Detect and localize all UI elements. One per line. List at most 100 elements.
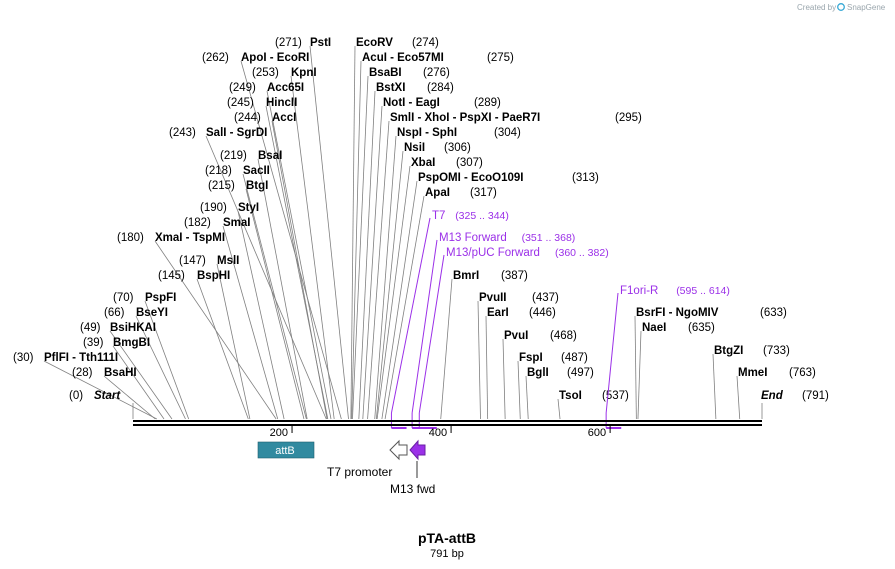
feature-m13-fwd[interactable]: M13 fwd (390, 439, 435, 496)
enzyme-name: PflFI - Tth111I (44, 352, 118, 364)
enzyme-name: BsaHI (104, 367, 137, 379)
enzyme-line (502, 338, 506, 420)
primer-name: T7 (432, 210, 445, 222)
enzyme-line (637, 330, 642, 420)
enzyme-position: (307) (456, 157, 483, 169)
enzyme-name: NsiI (404, 142, 425, 154)
enzyme-position: (289) (474, 97, 501, 109)
enzyme-position: (635) (688, 322, 715, 334)
enzyme-line (112, 345, 165, 420)
enzyme-line (352, 75, 369, 420)
enzyme-position: (243) (169, 127, 196, 139)
enzyme-line (477, 300, 481, 420)
enzyme-line (309, 45, 349, 420)
ruler-label: 600 (588, 427, 606, 439)
enzyme-line (350, 45, 356, 420)
enzyme-name: BsaBI (369, 67, 402, 79)
primer-range: (595 .. 614) (676, 285, 730, 297)
m13-fwd-label: M13 fwd (390, 482, 435, 496)
primer-line (605, 292, 619, 414)
enzyme-name: BmrI (453, 270, 479, 282)
enzyme-line (485, 315, 489, 420)
enzyme-position: (276) (423, 67, 450, 79)
enzyme-line (144, 300, 190, 420)
enzyme-name: PvuI (504, 330, 528, 342)
enzyme-name: MmeI (738, 367, 767, 379)
enzyme-line (245, 188, 305, 420)
enzyme-line (237, 210, 285, 420)
ruler-label: 400 (429, 427, 447, 439)
enzyme-line (257, 158, 308, 420)
enzyme-position: (487) (561, 352, 588, 364)
enzyme-name: ApaI (425, 187, 450, 199)
enzyme-line (525, 375, 529, 420)
primer-line (418, 254, 445, 414)
enzyme-position: (387) (501, 270, 528, 282)
enzyme-position: (633) (760, 307, 787, 319)
enzyme-labels: (271) PstI (274) EcoRV (262) ApoI - EcoRI (275… (13, 37, 829, 402)
enzyme-position: (180) (117, 232, 144, 244)
enzyme-position: (215) (208, 180, 235, 192)
enzyme-line (196, 278, 249, 420)
enzyme-position: (295) (615, 112, 642, 124)
enzyme-name: NaeI (642, 322, 666, 334)
dna-backbone (133, 420, 762, 426)
enzyme-position: (49) (80, 322, 101, 334)
enzyme-line (240, 60, 342, 420)
enzyme-name: EcoRV (356, 37, 393, 49)
enzyme-position: (468) (550, 330, 577, 342)
enzyme-position: (306) (444, 142, 471, 154)
enzyme-name: BstXI (376, 82, 405, 94)
enzyme-name: XbaI (411, 157, 435, 169)
feature-attB[interactable]: attB (257, 441, 315, 459)
feature-t7-promoter[interactable]: T7 promoter (327, 439, 408, 479)
enzyme-line (375, 150, 404, 420)
enzyme-line (242, 173, 307, 420)
enzyme-name: HincII (266, 97, 297, 109)
enzyme-position: (70) (113, 292, 134, 304)
plasmid-length: 791 bp (430, 548, 464, 560)
enzyme-name: PstI (310, 37, 331, 49)
ruler: 200 400 600 (270, 426, 611, 439)
enzyme-line (271, 120, 328, 420)
primer-name: M13 Forward (439, 232, 507, 244)
enzyme-position: (39) (83, 337, 104, 349)
enzyme-position: (249) (229, 82, 256, 94)
enzyme-name: BsiHKAI (110, 322, 156, 334)
primer-range: (351 .. 368) (522, 232, 576, 244)
enzyme-name: AccI (272, 112, 296, 124)
enzyme-position: (313) (572, 172, 599, 184)
enzyme-name: BglI (527, 367, 549, 379)
enzyme-position: (245) (227, 97, 254, 109)
enzyme-line (205, 135, 327, 420)
enzyme-position: (274) (412, 37, 439, 49)
enzyme-line (381, 180, 418, 420)
enzyme-line (712, 353, 717, 420)
primer-range: (360 .. 382) (555, 247, 609, 259)
enzyme-name: SacII (243, 165, 270, 177)
t7-promoter-arrow (389, 439, 408, 461)
enzyme-leader-lines (43, 45, 763, 420)
enzyme-line (517, 360, 521, 420)
enzyme-position: (284) (427, 82, 454, 94)
ruler-label: 200 (270, 427, 288, 439)
enzyme-name: FspI (519, 352, 543, 364)
enzyme-name: BmgBI (113, 337, 150, 349)
enzyme-position: (219) (220, 150, 247, 162)
enzyme-position: (275) (487, 52, 514, 64)
enzyme-name: BtgZI (714, 345, 743, 357)
enzyme-name: PspFI (145, 292, 176, 304)
enzyme-line (440, 278, 453, 420)
enzyme-position: (271) (275, 37, 302, 49)
svg-text:SnapGene: SnapGene (847, 3, 886, 12)
enzyme-name: Acc65I (267, 82, 304, 94)
enzyme-position: (145) (158, 270, 185, 282)
enzyme-name: BsaI (258, 150, 282, 162)
enzyme-name: PvuII (479, 292, 506, 304)
enzyme-line (374, 135, 397, 420)
enzyme-position: (218) (205, 165, 232, 177)
enzyme-position: (446) (529, 307, 556, 319)
enzyme-position: (763) (789, 367, 816, 379)
primer-annotations: T7 (325 .. 344) M13 Forward (351 .. 368) M13… (390, 210, 730, 429)
